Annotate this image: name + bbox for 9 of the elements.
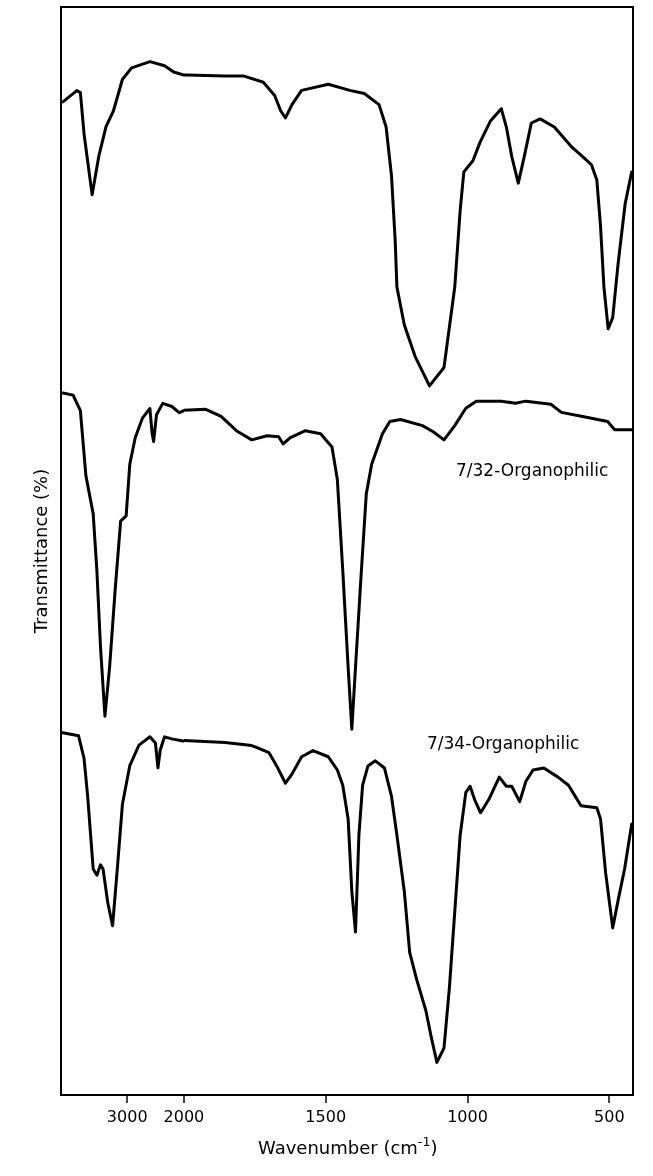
x-tick-label: 3000 [106,1107,148,1127]
x-tick-label: 1500 [305,1107,347,1127]
x-tick-label: 2000 [163,1107,205,1127]
x-axis-title: Wavenumber (cm$^{-1}$) [258,1134,438,1158]
y-axis-title: Transmittance (%) [29,468,51,635]
x-tick-label: 500 [594,1107,625,1127]
x-tick-label: 1000 [447,1107,488,1127]
series-label: 7/32-Organophilic [456,460,609,480]
series-label: 7/34-Organophilic [427,733,580,753]
